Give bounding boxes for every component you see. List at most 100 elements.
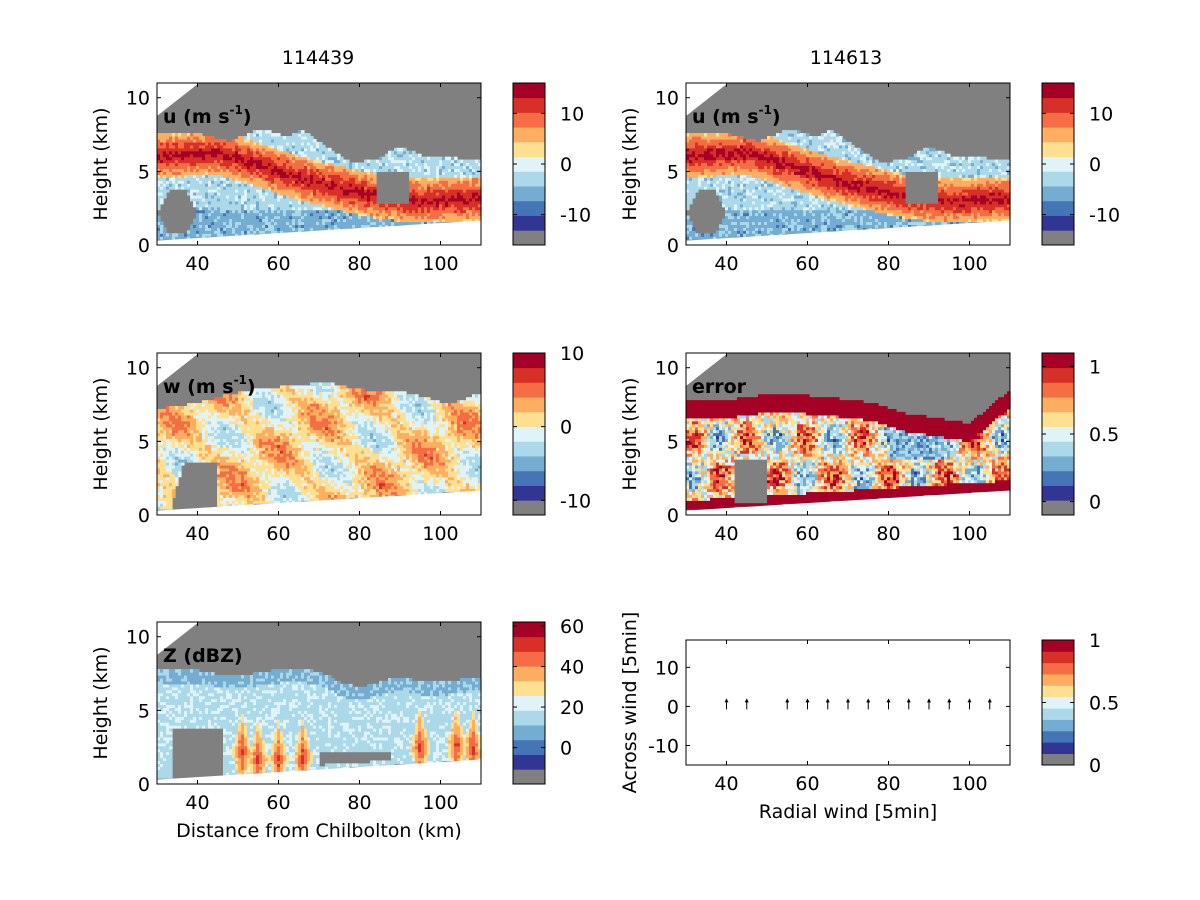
heatmap-cell [286,206,290,211]
heatmap-cell [301,224,305,228]
heatmap-cell [226,144,230,149]
heatmap-cell [289,147,293,152]
heatmap-cell [836,180,840,184]
heatmap-cell [220,156,224,161]
heatmap-cell [313,171,317,175]
heatmap-cell [208,206,212,211]
heatmap-cell [845,171,849,175]
heatmap-cell [196,227,200,231]
heatmap-cell [731,180,735,184]
heatmap-cell [418,180,422,184]
heatmap-cell [439,189,443,193]
heatmap-cell [217,218,221,223]
heatmap-cell [355,212,359,217]
heatmap-cell [716,183,720,187]
heatmap-cell [689,186,693,190]
heatmap-cell [265,165,269,170]
heatmap-cell [860,150,864,155]
heatmap-cell [253,230,257,234]
heatmap-cell [713,156,717,161]
heatmap-cell [770,138,774,143]
heatmap-cell [295,153,299,158]
heatmap-cell [304,144,308,149]
heatmap-cell [226,203,230,208]
heatmap-cell [223,177,227,181]
heatmap-cell [749,180,753,184]
heatmap-cell [235,138,239,143]
heatmap-cell [466,194,470,199]
heatmap-cell [253,218,257,223]
heatmap-cell [881,165,885,170]
heatmap-cell [265,197,269,202]
heatmap-cell [478,197,482,202]
heatmap-cell [830,200,834,205]
heatmap-cell [286,153,290,158]
heatmap-cell [304,209,308,214]
heatmap-cell [166,183,170,187]
heatmap-cell [331,221,335,225]
heatmap-cell [172,168,176,172]
heatmap-cell [202,233,206,237]
heatmap-cell [857,177,861,181]
heatmap-cell [259,153,263,158]
heatmap-cell [725,165,729,170]
heatmap-cell [704,150,708,155]
heatmap-cell [439,180,443,184]
heatmap-cell [412,186,416,190]
heatmap-cell [812,200,816,205]
heatmap-cell [701,180,705,184]
heatmap-cell [749,203,753,208]
heatmap-cell [202,183,206,187]
heatmap-cell [280,227,284,231]
heatmap-cell [253,156,257,161]
heatmap-cell [271,224,275,228]
heatmap-cell [809,165,813,170]
heatmap-cell [701,144,705,149]
heatmap-cell [379,206,383,211]
heatmap-cell [806,227,810,231]
heatmap-cell [845,156,849,161]
heatmap-cell [755,141,759,146]
heatmap-cell [836,194,840,199]
heatmap-cell [271,191,275,196]
heatmap-cell [689,200,693,205]
heatmap-cell [761,221,765,225]
heatmap-cell [223,233,227,237]
heatmap-cell [385,203,389,208]
heatmap-cell [298,191,302,196]
heatmap-cell [433,206,437,211]
heatmap-cell [752,168,756,172]
heatmap-cell [454,156,458,161]
heatmap-cell [815,156,819,161]
heatmap-cell [851,162,855,167]
heatmap-cell [241,156,245,161]
heatmap-cell [448,180,452,184]
heatmap-cell [268,227,272,231]
heatmap-cell [722,230,726,234]
heatmap-cell [277,186,281,190]
heatmap-cell [262,150,266,155]
heatmap-cell [214,197,218,202]
heatmap-cell [337,227,341,231]
heatmap-cell [265,221,269,225]
heatmap-cell [322,189,326,193]
heatmap-cell [866,209,870,214]
heatmap-cell [442,203,446,208]
heatmap-cell [412,203,416,208]
heatmap-cell [181,150,185,155]
heatmap-cell [788,212,792,217]
heatmap-cell [193,147,197,152]
heatmap-cell [863,218,867,223]
heatmap-cell [409,180,413,184]
heatmap-cell [430,191,434,196]
heatmap-cell [274,183,278,187]
heatmap-cell [253,168,257,172]
heatmap-cell [157,221,161,225]
heatmap-cell [196,180,200,184]
heatmap-cell [767,183,771,187]
heatmap-cell [773,141,777,146]
heatmap-cell [767,230,771,234]
heatmap-cell [794,194,798,199]
heatmap-cell [689,174,693,178]
heatmap-cell [301,136,305,140]
